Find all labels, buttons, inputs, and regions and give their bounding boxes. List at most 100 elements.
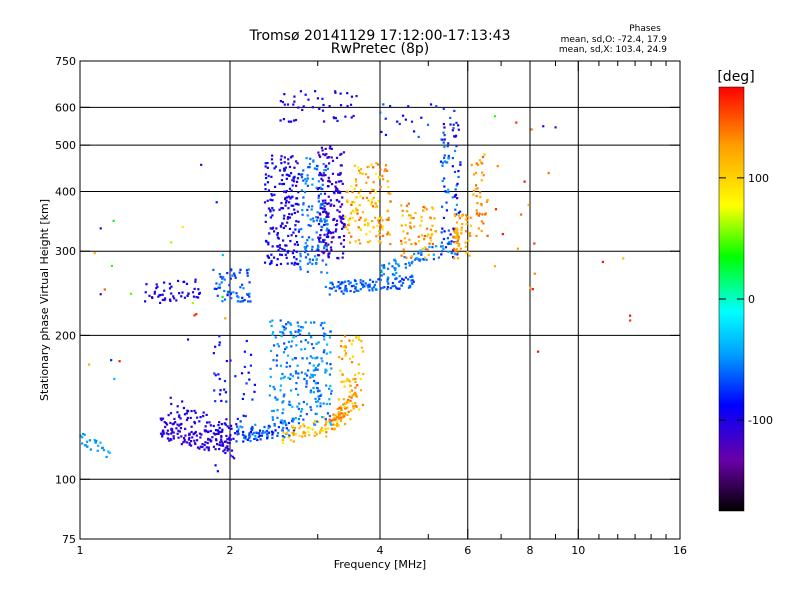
echo-point (177, 424, 181, 427)
echo-point (443, 185, 446, 188)
echo-point (282, 408, 285, 411)
echo-point (354, 209, 358, 212)
echo-point (336, 422, 339, 425)
echo-point (455, 213, 458, 216)
echo-point (411, 279, 414, 282)
echo-point (440, 245, 443, 248)
echo-point (283, 342, 286, 345)
echo-point (453, 213, 456, 216)
echo-point (291, 431, 294, 434)
echo-point (481, 162, 484, 165)
echo-point (460, 232, 463, 235)
echo-point (221, 295, 224, 299)
echo-point (475, 209, 478, 212)
echo-point (278, 244, 281, 247)
echo-point (338, 215, 341, 218)
echo-point (289, 377, 292, 381)
echo-point (327, 255, 330, 258)
echo-point (360, 346, 363, 349)
echo-point (337, 180, 341, 183)
echo-point (311, 428, 314, 431)
echo-point (296, 364, 299, 367)
echo-point (325, 402, 329, 406)
echo-point (239, 286, 242, 289)
echo-point (214, 464, 217, 467)
echo-point (354, 386, 357, 389)
echo-point (351, 209, 354, 212)
echo-point (410, 242, 413, 246)
echo-point (280, 162, 283, 165)
echo-point (340, 380, 343, 383)
echo-point (307, 430, 310, 434)
echo-point (328, 336, 332, 339)
echo-point (323, 205, 326, 208)
echo-point (312, 346, 315, 350)
echo-point (292, 231, 295, 234)
echo-point (269, 320, 272, 323)
echo-point (266, 166, 269, 169)
echo-point (270, 430, 274, 433)
echo-point (318, 154, 321, 157)
echo-point (161, 435, 164, 438)
echo-point (245, 382, 248, 385)
echo-point (324, 418, 327, 421)
echo-point (330, 241, 333, 244)
echo-point (253, 437, 256, 441)
echo-point (282, 376, 285, 380)
echo-point (325, 152, 328, 156)
echo-point (461, 213, 464, 216)
echo-point (243, 298, 246, 302)
echo-point (340, 408, 343, 411)
echo-point (221, 300, 224, 303)
echo-point (311, 356, 314, 360)
echo-point (220, 440, 223, 443)
echo-point (287, 429, 290, 432)
echo-point (168, 282, 171, 285)
echo-point (203, 443, 206, 447)
echo-point (426, 123, 430, 126)
echo-point (165, 432, 168, 435)
echo-point (310, 343, 314, 346)
echo-point (326, 271, 329, 274)
echo-point (173, 417, 176, 421)
echo-point (201, 442, 204, 446)
echo-point (339, 416, 342, 419)
echo-point (304, 177, 307, 181)
echo-point (273, 167, 276, 170)
echo-point (316, 97, 320, 100)
echo-point (277, 249, 280, 252)
echo-point (299, 252, 302, 255)
echo-point (267, 241, 270, 244)
echo-point (443, 160, 446, 163)
echo-point (321, 109, 325, 112)
echo-point (371, 198, 374, 201)
echo-point (479, 195, 482, 199)
echo-point (425, 227, 429, 230)
echo-point (312, 364, 315, 367)
echo-point (352, 405, 355, 408)
echo-point (292, 336, 295, 339)
echo-point (450, 240, 453, 243)
echo-point (424, 246, 427, 249)
echo-point (411, 260, 414, 263)
echo-point (291, 375, 295, 378)
echo-point (248, 378, 251, 381)
echo-point (311, 248, 314, 251)
echo-point (207, 430, 210, 434)
echo-point (169, 396, 172, 399)
echo-point (281, 174, 284, 177)
echo-point (223, 448, 226, 451)
echo-point (303, 425, 306, 428)
echo-point (419, 249, 422, 252)
echo-point (180, 295, 183, 298)
echo-point (93, 252, 96, 255)
echo-point (220, 444, 223, 447)
echo-point (311, 258, 314, 261)
echo-point (269, 210, 272, 213)
echo-point (323, 208, 326, 211)
echo-point (319, 394, 322, 397)
echo-point (223, 278, 226, 281)
echo-point (214, 448, 217, 451)
echo-point (319, 213, 322, 216)
echo-point (339, 92, 342, 95)
